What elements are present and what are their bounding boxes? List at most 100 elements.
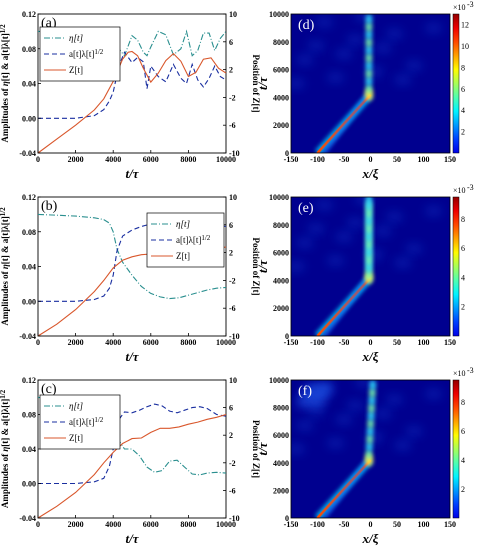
x-tick-label: -100 (310, 520, 325, 529)
x-tick-label: 50 (393, 155, 401, 164)
y-tick-label: 6000 (273, 249, 289, 258)
colorbar (453, 380, 459, 518)
colorbar-tick-label: 8 (461, 215, 465, 224)
colorbar-exponent-power: -3 (467, 0, 474, 9)
colorbar-exponent: ×10 (453, 186, 466, 195)
y-tick-label: 6000 (273, 431, 289, 440)
x-tick-label: 2000 (68, 155, 84, 164)
panel-label: (e) (298, 201, 314, 216)
y-tick-label: 8000 (273, 404, 289, 413)
x-axis-label: x/ξ (362, 531, 379, 546)
background-ripple (287, 78, 305, 90)
background-ripple (315, 16, 333, 28)
y-tick-label-right: -6 (229, 121, 236, 130)
background-ripple (405, 243, 423, 255)
heatmap-panel-2: -150 -100 -50 0 50 100 15002000400060008000100… (255, 366, 474, 546)
late-blob (365, 193, 372, 211)
legend-label-0: η[t] (176, 219, 190, 229)
colorbar-tick-label: 8 (461, 398, 465, 407)
x-tick-label: 6000 (143, 155, 159, 164)
y-tick-label: 10000 (269, 10, 289, 19)
background-ripple (405, 425, 423, 437)
background-ripple (425, 22, 443, 34)
y-tick-label: 10000 (269, 193, 289, 202)
x-axis-label: x/ξ (362, 166, 379, 181)
y-tick-label-right: 6 (229, 38, 233, 47)
y-axis-label-left: Amplitudes of η[t] & a[t]λ[t]1/2 (0, 24, 10, 143)
background-ripple (327, 437, 345, 449)
y-tick-label-left: -0.04 (19, 514, 36, 523)
x-tick-label: 2000 (68, 520, 84, 529)
x-tick-label: 0 (369, 520, 373, 529)
y-tick-label: 6000 (273, 66, 289, 75)
background-ripple (385, 211, 403, 223)
background-ripple (296, 54, 314, 66)
background-ripple (335, 48, 353, 60)
x-axis-label: t/τ (126, 166, 140, 181)
background-ripple (425, 388, 443, 400)
y-tick-label-left: 0.04 (22, 263, 36, 272)
background-ripple (287, 443, 305, 455)
colorbar-exponent-power: -3 (467, 183, 474, 192)
y-tick-label-left: 0.04 (22, 80, 36, 89)
x-tick-label: 4000 (105, 155, 121, 164)
background-ripple (346, 34, 364, 46)
background-ripple (374, 42, 392, 54)
x-tick-label: 50 (393, 520, 401, 529)
y-tick-label-right: -2 (229, 459, 236, 468)
late-blob (365, 14, 372, 24)
y-tick-label-right: 6 (229, 221, 233, 230)
y-tick-label: 8000 (273, 38, 289, 47)
y-tick-label-right: 10 (229, 10, 237, 19)
y-tick-label-left: 0.08 (22, 411, 36, 420)
y-tick-label: 2000 (273, 121, 289, 130)
colorbar-tick-label: 6 (461, 85, 465, 94)
background-ripple (385, 28, 403, 40)
y-tick-label: 8000 (273, 221, 289, 230)
background-ripple (335, 414, 353, 426)
colorbar-tick-label: 4 (461, 106, 465, 115)
y-tick-label-left: 0.12 (22, 376, 36, 385)
y-tick-label-left: 0.12 (22, 193, 36, 202)
heatmap-panel-0: -150 -100 -50 0 50 100 150 0 2000 4000 6000 8000 100… (255, 0, 474, 181)
panel-label: (f) (298, 384, 312, 399)
background-ripple (394, 74, 412, 86)
y-tick-label-right: -6 (229, 304, 236, 313)
x-tick-label: 8000 (180, 520, 196, 529)
x-tick-label: 2000 (68, 338, 84, 347)
background-ripple (307, 223, 325, 235)
y-tick-label-left: 0.00 (22, 480, 36, 489)
y-tick-label: 2000 (273, 486, 289, 495)
y-tick-label-right: -10 (229, 149, 240, 158)
y-axis-label: t/τ (255, 76, 270, 90)
background-ripple (394, 257, 412, 269)
colorbar-tick-label: 4 (461, 273, 465, 282)
x-tick-label: 100 (418, 520, 430, 529)
x-tick-label: -50 (339, 155, 350, 164)
x-tick-label: 100 (418, 338, 430, 347)
y-tick-label-left: 0.00 (22, 297, 36, 306)
colorbar-tick-label: 12 (461, 21, 469, 30)
x-tick-label: 0 (369, 338, 373, 347)
x-axis-label: x/ξ (362, 349, 379, 364)
legend-label-0: η[t] (69, 401, 83, 411)
x-tick-label: 100 (418, 155, 430, 164)
legend-label-2: Z[t] (69, 65, 83, 75)
y-tick-label-right: 10 (229, 376, 237, 385)
y-tick-label-left: 0.08 (22, 45, 36, 54)
y-tick-label: 2000 (273, 304, 289, 313)
x-tick-label: -50 (339, 520, 350, 529)
x-tick-label: -50 (339, 338, 350, 347)
line-panel-2: 0 2000 4000 6000 8000 10000 -0.04 0.00 0.04 0.08 0… (0, 376, 261, 546)
colorbar-tick-label: 8 (461, 63, 465, 72)
y-axis-label-left: Amplitudes of η[t] & a[t]λ[t]1/2 (0, 389, 10, 508)
y-tick-label: 4000 (273, 276, 289, 285)
x-tick-label: 4000 (105, 520, 121, 529)
x-axis-label: t/τ (126, 349, 140, 364)
x-tick-label: 0 (36, 520, 40, 529)
y-tick-label-right: -2 (229, 93, 236, 102)
x-tick-label: 8000 (180, 338, 196, 347)
panel-label: (b) (41, 199, 58, 214)
colorbar-tick-label: 4 (461, 456, 465, 465)
heatmap-panel-1: -150 -100 -50 0 50 100 15002000400060008000100… (255, 183, 474, 364)
